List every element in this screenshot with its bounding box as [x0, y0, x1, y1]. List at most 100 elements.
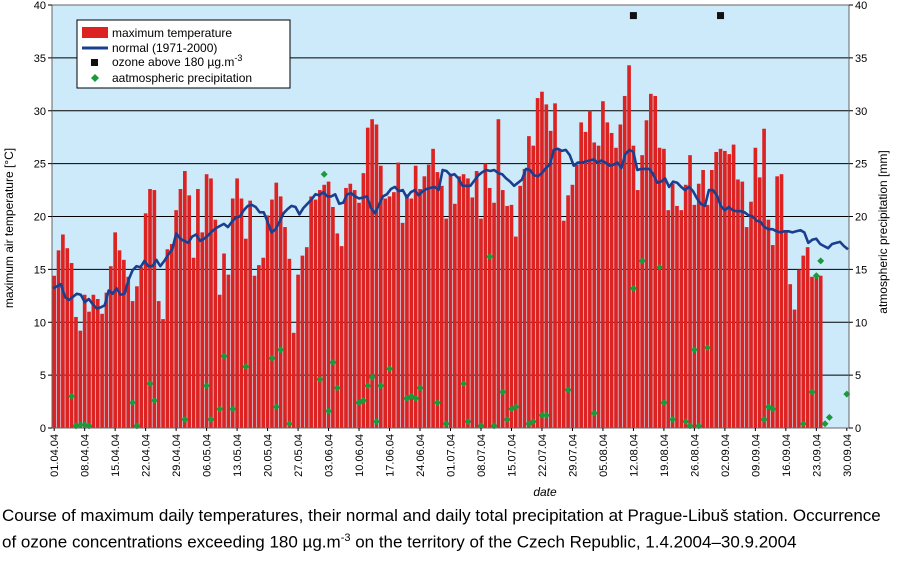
- right-tick-label: 10: [855, 317, 867, 329]
- precipitation-marker: [203, 382, 211, 390]
- temperature-bar: [618, 124, 623, 428]
- caption-superscript: -3: [340, 532, 351, 544]
- caption-part2: on the territory of the Czech Republic, …: [350, 532, 797, 552]
- precipitation-marker: [433, 399, 441, 407]
- right-tick-label: 30: [855, 106, 867, 118]
- temperature-bar: [183, 171, 187, 428]
- temperature-bar: [762, 128, 766, 429]
- precipitation-marker: [285, 420, 293, 428]
- temperature-bar: [396, 162, 401, 428]
- temperature-bar: [810, 276, 814, 428]
- temperature-bar: [283, 227, 287, 428]
- temperature-bar: [522, 168, 527, 428]
- temperature-bar: [531, 145, 536, 428]
- temperature-bar: [744, 227, 749, 428]
- temperature-bar: [222, 253, 226, 428]
- precipitation-marker: [272, 403, 280, 411]
- temperature-bar: [278, 196, 283, 428]
- temperature-bar: [718, 148, 723, 428]
- x-tick-label: 19.08.04: [659, 434, 671, 477]
- temperature-bar: [318, 190, 322, 428]
- legend: maximum temperature normal (1971-2000) o…: [76, 19, 291, 89]
- temperature-bar: [187, 195, 192, 428]
- precipitation-marker: [460, 380, 468, 388]
- left-tick-label: 5: [40, 370, 46, 382]
- temperature-bar: [570, 184, 575, 428]
- x-tick-label: 22.07.04: [537, 434, 549, 477]
- precipitation-marker: [329, 358, 337, 366]
- left-tick-label: 30: [34, 106, 46, 118]
- legend-swatch-precip: [91, 74, 99, 82]
- temperature-bar: [457, 176, 462, 428]
- temperature-bar: [723, 150, 727, 428]
- precipitation-marker: [364, 382, 372, 390]
- temperature-bar: [130, 301, 135, 428]
- precipitation-marker: [629, 284, 637, 292]
- temperature-bar: [635, 190, 640, 428]
- precipitation-marker: [368, 373, 376, 381]
- legend-swatch-max-temp: [82, 27, 108, 38]
- temperature-bar: [322, 184, 327, 428]
- precipitation-marker: [690, 346, 698, 354]
- precipitation-marker: [590, 409, 598, 417]
- precipitation-marker: [529, 418, 537, 426]
- legend-label-max-temp: maximum temperature: [112, 26, 232, 40]
- temperature-bar: [574, 164, 579, 428]
- temperature-bar: [801, 255, 806, 428]
- x-axis-title: date: [533, 485, 557, 499]
- left-tick-label: 35: [34, 53, 46, 65]
- temperature-bar: [252, 275, 257, 428]
- temperature-bar: [257, 265, 261, 428]
- temperature-bar: [374, 124, 379, 428]
- temperature-bar: [78, 330, 83, 428]
- temperature-bar: [191, 257, 196, 428]
- temperature-bar: [313, 199, 318, 428]
- temperature-bar: [775, 176, 779, 428]
- x-tick-label: 15.04.04: [110, 434, 122, 477]
- temperature-bar: [444, 218, 448, 428]
- figure-caption: Course of maximum daily temperatures, th…: [2, 505, 897, 554]
- temperature-bar: [749, 201, 753, 428]
- normal-temperature-line: [52, 147, 849, 310]
- temperature-bar: [383, 198, 387, 428]
- temperature-bar: [709, 169, 714, 428]
- precipitation-marker: [669, 416, 677, 424]
- temperature-bar: [814, 275, 819, 428]
- temperature-bar: [392, 192, 396, 428]
- precipitation-marker: [760, 416, 768, 424]
- temperature-bar: [692, 204, 697, 428]
- temperature-bar: [792, 309, 797, 428]
- y-axis-left-title: maximum air temperature [°C]: [2, 148, 16, 308]
- precipitation-marker: [181, 416, 189, 424]
- temperature-bar: [196, 189, 200, 428]
- temperature-bar: [675, 205, 679, 428]
- left-tick-label: 10: [34, 317, 46, 329]
- temperature-bar: [561, 220, 566, 428]
- temperature-bars: [52, 65, 823, 429]
- temperature-bar: [365, 127, 370, 429]
- temperature-bar: [287, 258, 292, 428]
- temperature-bar: [666, 210, 671, 428]
- temperature-bar: [740, 181, 745, 428]
- temperature-bar: [466, 178, 470, 428]
- temperature-bar: [61, 234, 65, 428]
- temperature-bar: [483, 163, 488, 429]
- x-tick-label: 08.07.04: [476, 434, 488, 477]
- temperature-bar: [609, 132, 614, 428]
- legend-label-normal: normal (1971-2000): [112, 41, 217, 55]
- temperature-bar: [400, 222, 405, 428]
- precipitation-marker: [207, 416, 215, 424]
- x-tick-label: 01.04.04: [49, 434, 61, 477]
- precipitation-marker: [386, 365, 394, 373]
- temperature-bar: [200, 232, 205, 428]
- temperature-bar: [579, 122, 583, 428]
- x-tick-label: 06.05.04: [202, 434, 214, 477]
- temperature-bar: [435, 172, 440, 428]
- x-tick-label: 12.08.04: [628, 434, 640, 477]
- temperature-bar: [100, 313, 104, 428]
- precipitation-marker: [808, 388, 816, 396]
- left-axis-ticks: 0 5 10 15 20 25 30 35 40: [34, 0, 52, 435]
- x-tick-label: 05.08.04: [598, 434, 610, 477]
- precipitation-marker: [220, 352, 228, 360]
- temperature-bar: [453, 203, 457, 428]
